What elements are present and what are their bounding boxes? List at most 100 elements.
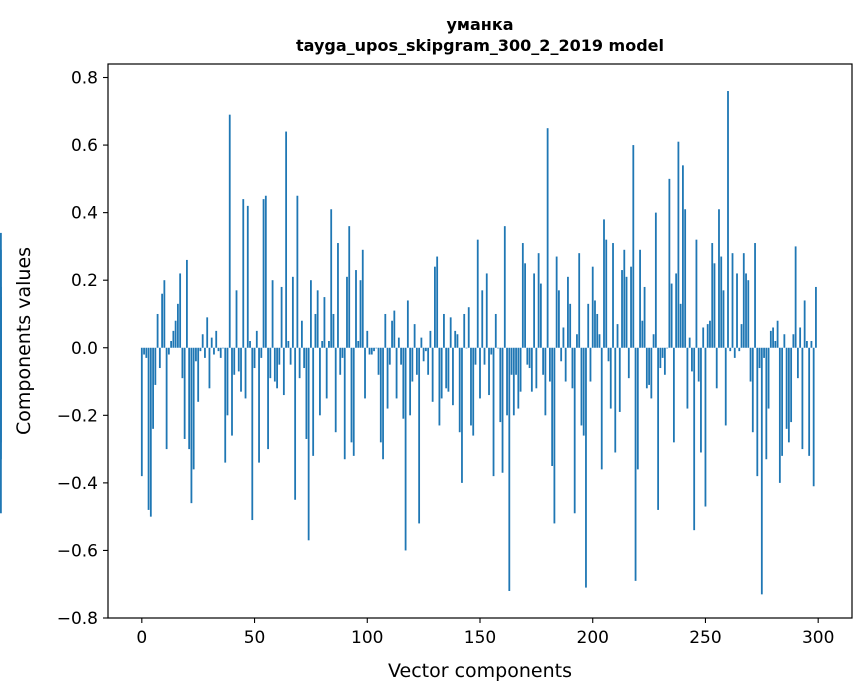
y-tick-label: 0.0 [71,339,98,359]
bar [267,347,269,450]
bar [174,320,177,348]
bar [792,334,795,348]
bar [357,341,360,348]
bar [596,313,599,348]
bar [499,347,502,423]
bar [598,334,601,348]
bar [321,341,324,348]
y-tick-label: −0.6 [57,541,98,561]
bar [546,128,549,348]
bar [711,243,714,348]
bar [501,347,504,473]
bar [724,347,727,426]
bar [794,246,797,348]
bar [167,347,170,355]
bar [648,347,650,385]
bar [447,347,450,392]
bar [749,347,752,382]
bar [521,243,524,348]
bar [181,347,184,379]
bar [476,239,479,348]
bar [188,347,191,450]
bar [776,320,779,348]
bar [614,347,617,453]
bar [668,178,671,348]
bar [612,243,614,348]
bar [195,347,197,362]
bar [436,256,439,348]
bar [490,347,493,355]
bar [328,341,330,348]
bar [747,280,750,348]
bar [170,341,173,348]
chart-subtitle: tayga_upos_skipgram_300_2_2019 model [296,36,664,55]
bar [253,347,256,369]
bar [415,347,418,375]
bar [163,280,166,348]
bar [287,341,290,348]
bar [388,347,391,365]
bar [682,165,684,348]
bar [343,347,346,460]
x-tick-label: 0 [136,628,147,648]
bar [404,347,407,551]
bar [661,347,664,358]
bar [616,324,619,348]
bar [375,347,378,349]
bar [348,226,351,348]
bar [339,347,342,375]
bar [530,347,533,392]
bar [567,276,569,348]
bar [751,347,754,433]
bar [497,347,499,349]
bar [677,141,680,348]
y-tick-label: −0.2 [57,406,98,426]
bar [733,347,736,358]
bar [560,347,563,362]
bar [519,347,522,392]
bar [370,347,373,355]
bar [176,303,179,348]
bar [0,347,2,399]
bar [377,347,380,375]
bar [591,266,594,348]
bar [224,347,227,463]
bar [731,253,734,348]
bar [418,347,421,524]
y-tick-label: −0.8 [57,609,98,629]
x-tick-label: 100 [351,628,383,648]
bar [298,347,301,379]
chart-title: уманка [446,15,513,34]
bar [485,273,488,348]
bar [517,347,520,409]
bar [192,347,195,470]
bar [774,341,777,348]
bar [603,219,605,348]
x-tick-label: 300 [802,628,834,648]
bar [402,347,405,419]
bar [758,347,761,369]
bar [533,273,536,348]
bar [285,131,288,348]
bar [352,347,355,456]
bar [273,347,276,382]
bar [706,324,709,348]
bar [765,347,768,460]
y-axis: −0.8 −0.6 −0.4 −0.2 0.0 0.2 0.4 0.6 0.8 [57,69,108,629]
bar [204,347,206,358]
bar [564,347,567,382]
bar [307,347,310,541]
bar [722,290,725,348]
bar [246,205,249,348]
bar [736,273,738,348]
bar [503,226,506,348]
bar [400,347,402,365]
bar [197,347,200,402]
bar [492,347,495,477]
bar [179,273,182,348]
bar [0,232,2,348]
bar [709,320,711,348]
bar [571,347,574,389]
bar [506,347,508,416]
bar [654,212,657,348]
